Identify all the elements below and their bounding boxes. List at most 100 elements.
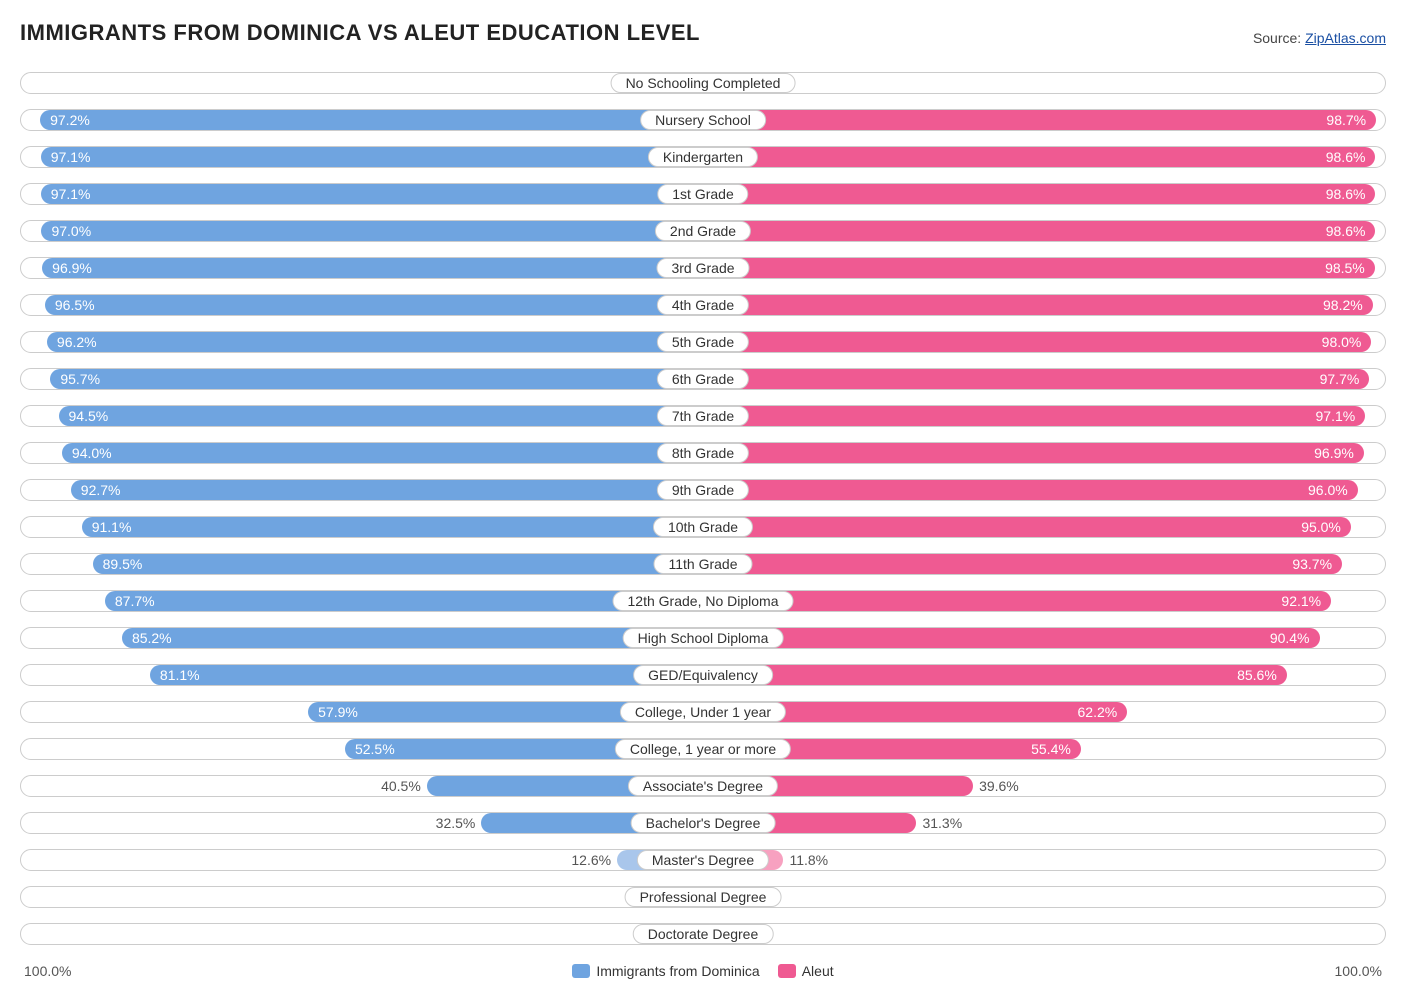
bar-right: 98.7%	[703, 110, 1376, 130]
value-left: 32.5%	[426, 815, 482, 831]
value-left: 52.5%	[345, 741, 405, 757]
source-prefix: Source:	[1253, 30, 1305, 46]
bar-left: 94.0%	[62, 443, 703, 463]
bar-right: 97.7%	[703, 369, 1369, 389]
bar-right: 98.0%	[703, 332, 1371, 352]
chart-row: 81.1% 85.6% GED/Equivalency	[20, 656, 1386, 693]
value-right: 62.2%	[1068, 704, 1128, 720]
bar-right: 85.6%	[703, 665, 1287, 685]
bar-right: 98.6%	[703, 184, 1375, 204]
value-right: 95.0%	[1291, 519, 1351, 535]
category-label: Nursery School	[640, 110, 766, 130]
category-label: Professional Degree	[625, 887, 782, 907]
legend-label-right: Aleut	[802, 963, 834, 979]
legend-item-left: Immigrants from Dominica	[572, 963, 759, 979]
category-label: College, 1 year or more	[615, 739, 791, 759]
chart-row: 1.4%1.5%Doctorate Degree	[20, 915, 1386, 952]
category-label: 2nd Grade	[655, 221, 751, 241]
chart-row: 96.5%98.2%4th Grade	[20, 286, 1386, 323]
value-left: 81.1%	[150, 667, 210, 683]
bar-right: 98.5%	[703, 258, 1375, 278]
category-label: Associate's Degree	[628, 776, 778, 796]
legend: Immigrants from Dominica Aleut	[572, 963, 833, 979]
category-label: 3rd Grade	[656, 258, 749, 278]
legend-label-left: Immigrants from Dominica	[596, 963, 759, 979]
bar-left: 85.2%	[122, 628, 703, 648]
category-label: GED/Equivalency	[633, 665, 773, 685]
value-left: 97.1%	[41, 149, 101, 165]
category-label: 1st Grade	[657, 184, 748, 204]
category-label: 4th Grade	[657, 295, 749, 315]
value-left: 89.5%	[93, 556, 153, 572]
value-right: 85.6%	[1227, 667, 1287, 683]
value-right: 55.4%	[1021, 741, 1081, 757]
chart-row: 91.1% 95.0% 10th Grade	[20, 508, 1386, 545]
value-left: 92.7%	[71, 482, 131, 498]
category-label: No Schooling Completed	[611, 73, 796, 93]
bar-left: 97.1%	[41, 147, 703, 167]
value-left: 97.1%	[41, 186, 101, 202]
bar-right: 97.1%	[703, 406, 1365, 426]
butterfly-chart: 2.8%1.6%No Schooling Completed 97.2% 98.7%…	[20, 64, 1386, 952]
bar-right: 96.9%	[703, 443, 1364, 463]
legend-swatch-left	[572, 964, 590, 978]
category-label: Master's Degree	[637, 850, 769, 870]
value-right: 39.6%	[973, 778, 1029, 794]
bar-right: 93.7%	[703, 554, 1342, 574]
value-right: 90.4%	[1260, 630, 1320, 646]
value-left: 87.7%	[105, 593, 165, 609]
value-right: 98.6%	[1316, 149, 1376, 165]
chart-row: 94.0%96.9%8th Grade	[20, 434, 1386, 471]
value-right: 98.7%	[1316, 112, 1376, 128]
bar-right: 90.4%	[703, 628, 1320, 648]
bar-right: 98.6%	[703, 147, 1375, 167]
category-label: College, Under 1 year	[620, 702, 786, 722]
bar-left: 97.2%	[40, 110, 703, 130]
value-left: 91.1%	[82, 519, 142, 535]
bar-left: 89.5%	[93, 554, 703, 574]
value-right: 97.7%	[1310, 371, 1370, 387]
category-label: 9th Grade	[657, 480, 749, 500]
value-right: 98.0%	[1312, 334, 1372, 350]
value-right: 96.0%	[1298, 482, 1358, 498]
category-label: Doctorate Degree	[633, 924, 774, 944]
category-label: 10th Grade	[653, 517, 753, 537]
chart-row: 97.0% 98.6%2nd Grade	[20, 212, 1386, 249]
value-right: 31.3%	[916, 815, 972, 831]
category-label: 5th Grade	[657, 332, 749, 352]
legend-swatch-right	[778, 964, 796, 978]
category-label: 8th Grade	[657, 443, 749, 463]
category-label: Bachelor's Degree	[631, 813, 776, 833]
chart-title: IMMIGRANTS FROM DOMINICA VS ALEUT EDUCAT…	[20, 20, 700, 46]
category-label: 7th Grade	[657, 406, 749, 426]
chart-source: Source: ZipAtlas.com	[1253, 30, 1386, 46]
chart-row: 3.6%3.6%Professional Degree	[20, 878, 1386, 915]
chart-row: 87.7% 92.1%12th Grade, No Diploma	[20, 582, 1386, 619]
bar-right: 92.1%	[703, 591, 1331, 611]
chart-row: 40.5%39.6%Associate's Degree	[20, 767, 1386, 804]
value-right: 11.8%	[783, 852, 838, 868]
category-label: 12th Grade, No Diploma	[613, 591, 794, 611]
value-left: 97.0%	[41, 223, 101, 239]
value-right: 98.2%	[1313, 297, 1373, 313]
chart-row: 2.8%1.6%No Schooling Completed	[20, 64, 1386, 101]
value-left: 85.2%	[122, 630, 182, 646]
axis-left-max: 100.0%	[24, 963, 71, 979]
legend-row: 100.0% Immigrants from Dominica Aleut 10…	[20, 956, 1386, 986]
value-right: 97.1%	[1306, 408, 1366, 424]
chart-row: 94.5% 97.1% 7th Grade	[20, 397, 1386, 434]
chart-row: 52.5% 55.4% College, 1 year or more	[20, 730, 1386, 767]
bar-right: 98.6%	[703, 221, 1375, 241]
chart-row: 97.1% 98.6% 1st Grade	[20, 175, 1386, 212]
bar-left: 97.0%	[41, 221, 703, 241]
chart-row: 96.9%98.5%3rd Grade	[20, 249, 1386, 286]
bar-left: 94.5%	[59, 406, 703, 426]
chart-row: 95.7%97.7%6th Grade	[20, 360, 1386, 397]
chart-row: 97.2% 98.7% Nursery School	[20, 101, 1386, 138]
value-left: 94.5%	[59, 408, 119, 424]
category-label: 6th Grade	[657, 369, 749, 389]
bar-left: 91.1%	[82, 517, 703, 537]
bar-right: 95.0%	[703, 517, 1351, 537]
source-link[interactable]: ZipAtlas.com	[1305, 30, 1386, 46]
value-right: 98.6%	[1316, 186, 1376, 202]
